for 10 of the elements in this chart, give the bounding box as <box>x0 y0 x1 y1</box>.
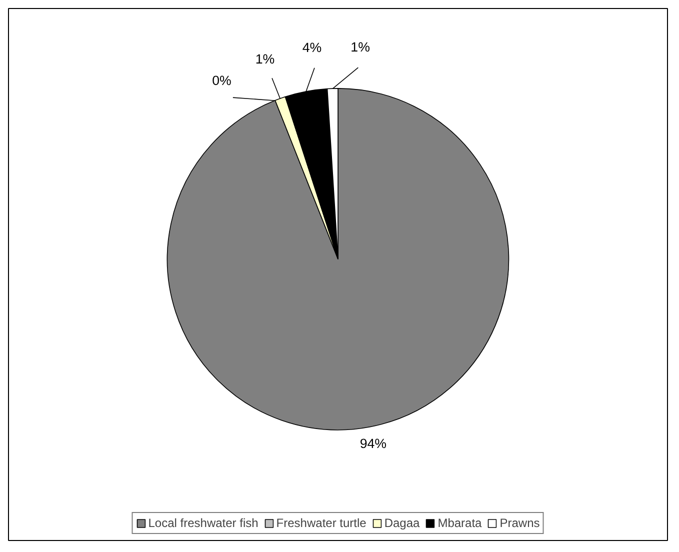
legend-label: Dagaa <box>384 516 420 530</box>
data-label: 4% <box>302 40 322 56</box>
data-label: 1% <box>255 51 275 66</box>
legend-label: Freshwater turtle <box>276 516 366 530</box>
legend-label: Prawns <box>500 516 540 530</box>
legend-label: Local freshwater fish <box>148 516 258 530</box>
text: 0% <box>212 72 232 88</box>
legend-label: Mbarata <box>438 516 482 530</box>
data-label: 1% <box>350 40 370 55</box>
data-label: 94% <box>360 436 387 451</box>
